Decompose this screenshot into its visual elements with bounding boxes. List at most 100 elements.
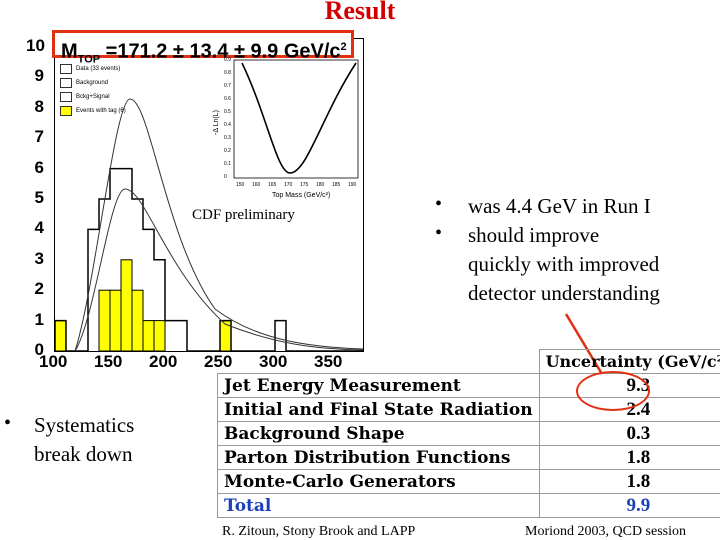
inset-ytick: 0.8 [224,70,231,76]
row-label: Total [217,493,540,518]
mtop-symbol: M [61,40,78,63]
inset-xtick: 190 [348,182,357,188]
mtop-value: =171.2 ± 13.4 ± 9.9 GeV/c [100,40,341,63]
bullet-systematics-cont: break down [34,442,133,466]
bullet-improve-cont: quickly with improved [468,252,660,276]
table-row: Monte-Carlo Generators 1.8 [217,469,720,494]
tagged-bar [54,320,67,352]
tagged-bar [142,320,155,352]
y-tick-label: 9 [34,66,44,86]
row-value: 9.9 [538,493,720,518]
x-tick-label: 100 [39,352,68,371]
inset-xtick: 165 [268,182,277,188]
histogram-legend: Data (33 events) Background Bckg+Signal Eve… [60,62,138,134]
legend-swatch [60,78,72,88]
row-value: 1.8 [538,445,720,470]
legend-label: Data (33 events) [76,66,121,72]
bullet-improve: should improve [468,223,600,247]
inset-xtick: 150 [236,182,245,188]
inset-xlabel: Top Mass (GeV/c²) [272,192,330,199]
inset-xtick: 175 [300,182,309,188]
x-tick-label: 350 [314,352,343,371]
x-tick-label: 200 [149,352,178,371]
inset-xticks: 150 160 165 170 175 180 185 190 [236,182,357,188]
bullet-systematics: Systematics [34,413,135,437]
legend-swatch [60,92,72,102]
table-header-row: Uncertainty (GeV/c²) [218,349,720,374]
inset-xtick: 180 [316,182,325,188]
background-curve [74,188,364,352]
inset-xtick: 160 [252,182,261,188]
table-row: Parton Distribution Functions 1.8 [217,445,720,470]
inset-ytick: 0.2 [224,148,231,154]
legend-swatch [60,64,72,74]
y-tick-label: 5 [34,188,44,207]
legend-label: Background [76,80,109,86]
inset-yticks: 0 0.1 0.2 0.3 0.4 0.5 0.6 0.7 0.8 0.9 [224,57,231,180]
slide-title: Result [324,0,396,25]
y-tick-label: 3 [34,248,44,268]
inset-ytick: 0.9 [224,57,231,63]
row-label: Initial and Final State Radiation [217,397,540,422]
highlight-circle [576,371,650,411]
tagged-bar [153,320,166,352]
row-label: Parton Distribution Functions [217,445,540,470]
inset-xtick: 170 [284,182,293,188]
y-tick-label: 7 [34,127,44,147]
row-label: Monte-Carlo Generators [217,469,540,494]
row-value: 0.3 [538,421,720,446]
table-header-empty [218,350,540,374]
bullet-dot: • [435,193,443,215]
legend-label: Bckg+Signal [76,94,110,100]
bullet-improve-cont2: detector understanding [468,281,660,305]
row-label: Background Shape [217,421,540,446]
bullet-dot: • [435,222,443,244]
tagged-bar [219,320,232,352]
uncertainty-table: Uncertainty (GeV/c²) Jet Energy Measurem… [217,349,720,518]
row-value: 1.8 [538,469,720,494]
y-tick-label: 10 [26,36,45,55]
inset-ytick: 0.4 [224,122,231,128]
preliminary-label: CDF preliminary [192,207,295,223]
signal-bkg-curve [74,98,364,352]
tagged-bar [131,289,144,352]
x-tick-label: 250 [204,352,233,371]
inset-ytick: 0.3 [224,135,231,141]
tagged-bar [98,289,111,352]
tagged-bar [120,259,133,352]
y-tick-label: 2 [34,279,44,299]
y-tick-label: 1 [34,309,44,329]
legend-entry: Data (33 events) [60,62,138,76]
table-header: Uncertainty (GeV/c²) [538,349,720,374]
legend-label: Events with tag (6) [76,108,126,114]
inset-ylabel: -Δ Ln(L) [213,110,220,135]
row-label: Jet Energy Measurement [217,373,540,398]
mtop-subscript: TOP [77,53,101,66]
inset-ytick: 0.5 [224,109,231,115]
legend-entry: Bckg+Signal [60,90,138,104]
tagged-bar [109,289,122,352]
table-row: Initial and Final State Radiation 2.4 [217,397,720,422]
legend-swatch [60,106,72,116]
likelihood-inset: -Δ Ln(L) Top Mass (GeV/c²) 150 160 165 170 1… [213,57,359,199]
legend-entry: Events with tag (6) [60,104,138,118]
inset-xtick: 185 [332,182,341,188]
inset-frame [233,59,359,179]
y-tick-label: 4 [34,218,44,238]
y-tick-label: 6 [34,157,44,177]
x-tick-label: 150 [94,352,123,371]
inset-ytick: 0 [224,174,227,180]
y-tick-label: 8 [34,96,44,116]
inset-ytick: 0.6 [224,96,231,102]
table-row-total: Total 9.9 [217,493,720,518]
inset-ytick: 0.1 [224,161,231,167]
footer-conference: Moriond 2003, QCD session [525,524,687,539]
y-tick-label: 0 [34,340,44,359]
likelihood-curve [241,62,357,174]
bullet-run1: was 4.4 GeV in Run I [468,194,651,218]
bullet-dot: • [4,412,12,434]
mtop-result-box: MTOP =171.2 ± 13.4 ± 9.9 GeV/c2 [52,30,354,66]
inset-ytick: 0.7 [224,83,231,89]
x-tick-label: 300 [259,352,288,371]
legend-entry: Background [60,76,138,90]
